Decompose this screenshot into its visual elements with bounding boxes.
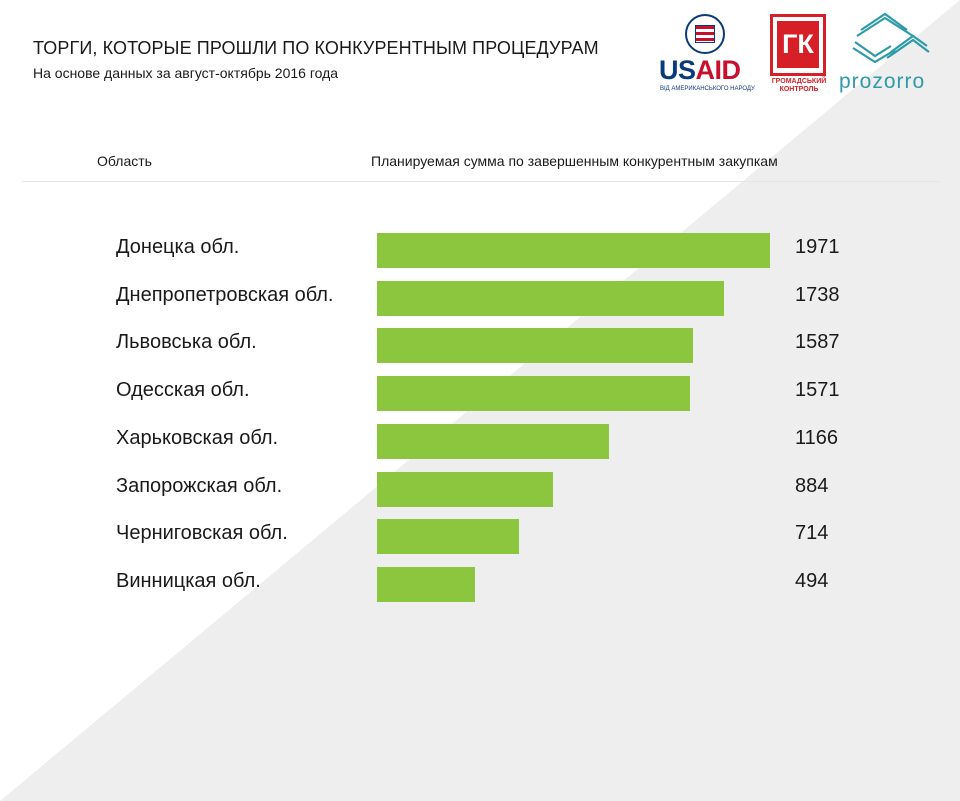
gk-caption: ГРОМАДСЬКИЙ КОНТРОЛЬ [771, 78, 827, 93]
column-header-region: Область [97, 153, 152, 169]
header-divider [22, 181, 939, 182]
bar-value-label: 1587 [795, 331, 840, 354]
bar-value-label: 494 [795, 569, 829, 592]
bar-label: Винницкая обл. [116, 569, 261, 592]
logos: USAID ВІД АМЕРИКАНСЬКОГО НАРОДУ ГК ГРОМА… [655, 12, 945, 102]
prozorro-emblem-icon [852, 12, 930, 64]
bar-label: Запорожская обл. [116, 474, 283, 497]
bar-value-label: 1971 [795, 236, 840, 258]
usaid-logo: USAID ВІД АМЕРИКАНСЬКОГО НАРОДУ [655, 12, 759, 94]
bar-label: Одесская обл. [116, 379, 250, 402]
gk-logo: ГК ГРОМАДСЬКИЙ КОНТРОЛЬ [768, 14, 830, 94]
bar-value-label: 714 [795, 522, 829, 545]
prozorro-logo: prozorro [837, 12, 945, 98]
bar-label: Львовська обл. [116, 331, 257, 354]
usaid-seal-icon [685, 14, 725, 54]
bar-label: Черниговская обл. [116, 522, 288, 545]
page-title: ТОРГИ, КОТОРЫЕ ПРОШЛИ ПО КОНКУРЕНТНЫМ ПР… [33, 38, 599, 58]
bar-label: Харьковская обл. [116, 426, 279, 449]
bar-value-label: 1738 [795, 283, 840, 306]
usaid-wordmark: USAID [659, 55, 741, 85]
bar-value-label: 1571 [795, 379, 840, 402]
bar-label: Днепропетровская обл. [116, 283, 334, 306]
bar [377, 280, 724, 316]
bar [377, 471, 554, 507]
bar [377, 566, 476, 602]
usaid-tagline: ВІД АМЕРИКАНСЬКОГО НАРОДУ [660, 86, 755, 92]
bar [377, 519, 520, 555]
bar [377, 233, 770, 268]
column-header-amount: Планируемая сумма по завершенным конкуре… [371, 153, 778, 169]
page-subtitle: На основе данных за август-октябрь 2016 … [33, 65, 339, 81]
header: ТОРГИ, КОТОРЫЕ ПРОШЛИ ПО КОНКУРЕНТНЫМ ПР… [33, 38, 599, 81]
gk-letters: ГК [777, 21, 819, 68]
bar [377, 328, 694, 364]
bar-value-label: 884 [795, 474, 829, 497]
bar [377, 423, 610, 459]
bar-label: Донецка обл. [116, 236, 240, 258]
bar [377, 376, 691, 412]
prozorro-wordmark: prozorro [839, 70, 926, 93]
bar-value-label: 1166 [795, 426, 839, 449]
